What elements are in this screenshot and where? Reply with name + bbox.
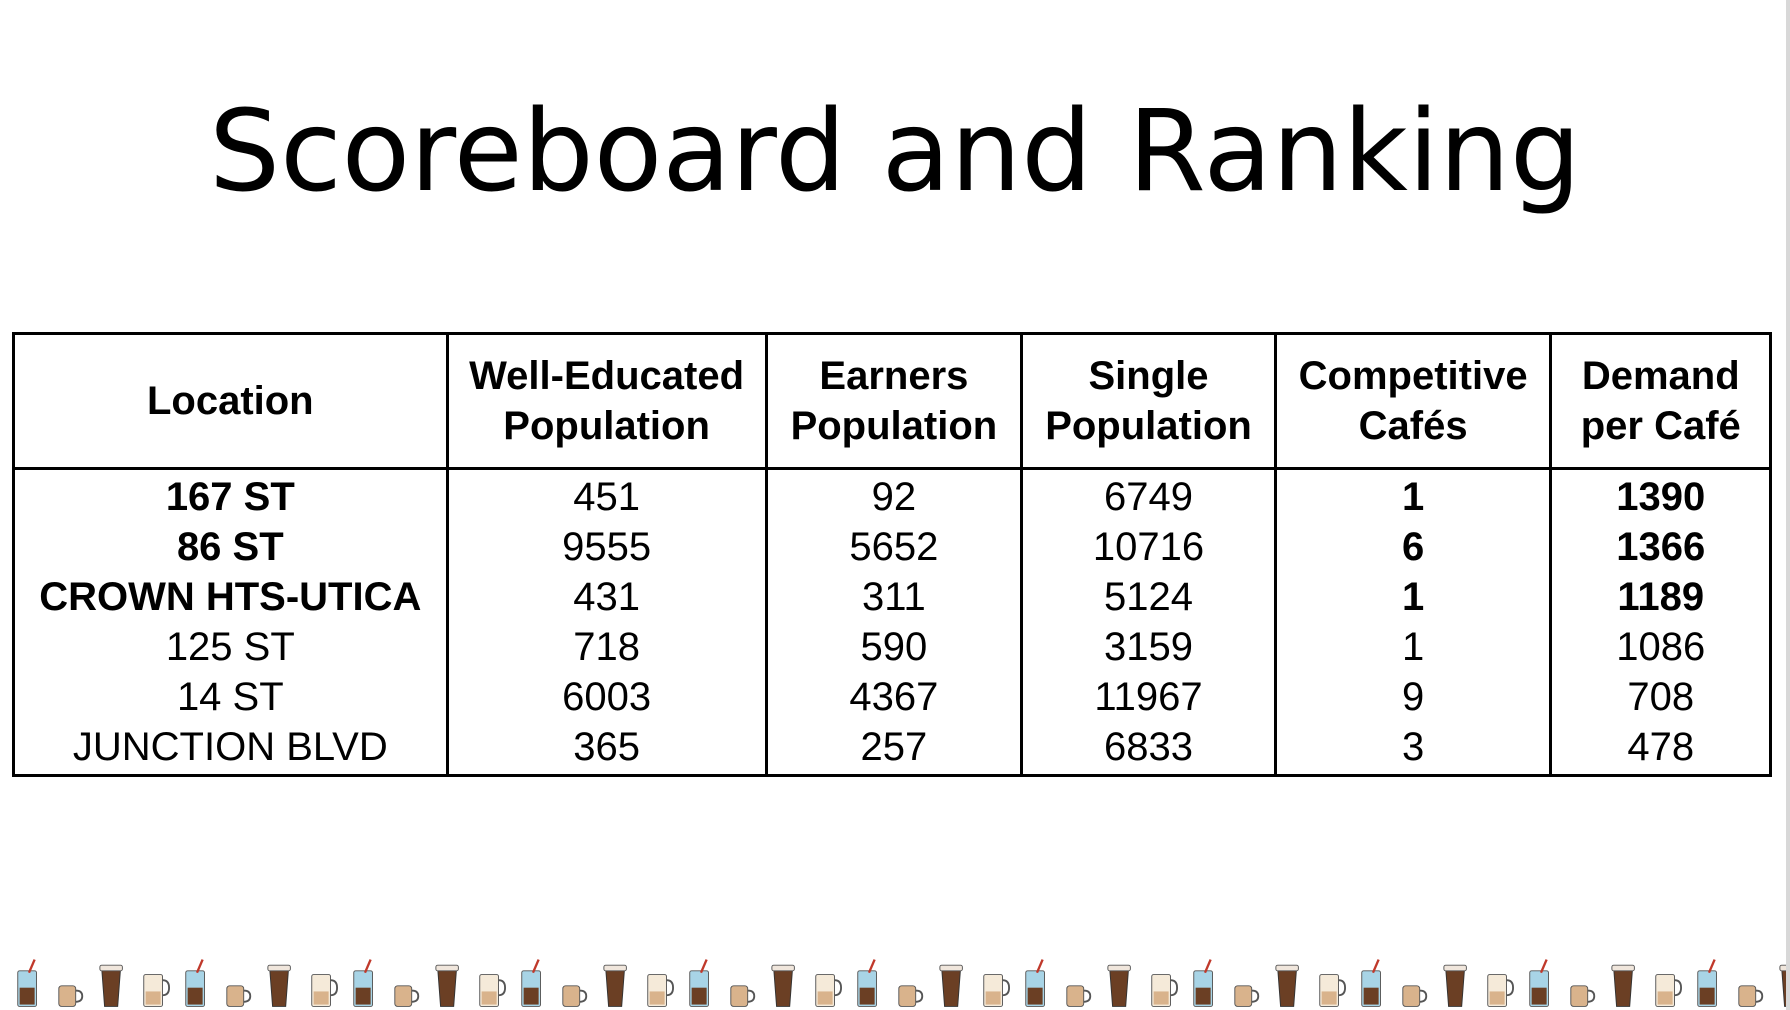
coffee-cup-icon (1570, 985, 1596, 1007)
coffee-cup-icon (647, 974, 674, 1007)
coffee-cup-icon (983, 974, 1010, 1007)
coffee-cup-icon (143, 974, 170, 1007)
coffee-cup-icon (1738, 985, 1764, 1007)
coffee-cup-icon (1107, 964, 1131, 1007)
coffee-cup-icon (1193, 959, 1213, 1007)
cell-earners: 590 (764, 622, 1024, 672)
coffee-cup-icon (99, 964, 123, 1007)
table-row: 167 ST 451 92 6749 1 1390 (12, 468, 1772, 522)
header-earners: Earners Population (764, 332, 1024, 470)
coffee-cup-icon (1066, 985, 1092, 1007)
cell-well-educated: 431 (445, 572, 768, 622)
coffee-cup-icon (1611, 964, 1635, 1007)
slide-edge (1786, 0, 1790, 1010)
table-row: 125 ST 718 590 3159 1 1086 (12, 622, 1772, 672)
coffee-cup-icon (479, 974, 506, 1007)
coffee-cup-icon (185, 959, 205, 1007)
cell-earners: 311 (764, 572, 1024, 622)
scoreboard-table: Location Well-Educated Population Earner… (12, 332, 1772, 777)
table-row: 86 ST 9555 5652 10716 6 1366 (12, 522, 1772, 572)
coffee-cup-icon (353, 959, 373, 1007)
cell-earners: 92 (764, 468, 1024, 522)
coffee-cup-icon (1361, 959, 1381, 1007)
cell-location: 167 ST (12, 468, 449, 522)
coffee-cup-icon (1697, 959, 1717, 1007)
cell-single: 3159 (1020, 622, 1277, 672)
cell-demand: 478 (1549, 722, 1772, 777)
cell-well-educated: 718 (445, 622, 768, 672)
coffee-cup-icon (1025, 959, 1045, 1007)
cell-location: 14 ST (12, 672, 449, 722)
coffee-cup-icon (17, 959, 37, 1007)
cell-cafes: 9 (1273, 672, 1553, 722)
cell-well-educated: 365 (445, 722, 768, 777)
cell-single: 6833 (1020, 722, 1277, 777)
coffee-cup-icon (603, 964, 627, 1007)
header-demand: Demand per Café (1549, 332, 1772, 470)
cell-demand: 1086 (1549, 622, 1772, 672)
coffee-cup-icon (1529, 959, 1549, 1007)
coffee-cup-icon (898, 985, 924, 1007)
coffee-cup-icon (521, 959, 541, 1007)
cell-demand: 708 (1549, 672, 1772, 722)
cell-cafes: 3 (1273, 722, 1553, 777)
cell-cafes: 1 (1273, 572, 1553, 622)
coffee-cup-icon (58, 985, 84, 1007)
header-cafes: Competitive Cafés (1273, 332, 1553, 470)
coffee-cup-icon (1402, 985, 1428, 1007)
header-location: Location (12, 332, 449, 470)
coffee-cup-icon (1443, 964, 1467, 1007)
coffee-cup-icon (1275, 964, 1299, 1007)
cell-cafes: 6 (1273, 522, 1553, 572)
coffee-cup-icon (267, 964, 291, 1007)
coffee-cup-icon (771, 964, 795, 1007)
coffee-cup-icon (1319, 974, 1346, 1007)
coffee-cup-icon (689, 959, 709, 1007)
coffee-cup-icon (394, 985, 420, 1007)
cell-earners: 4367 (764, 672, 1024, 722)
coffee-cup-icon (730, 985, 756, 1007)
cell-single: 5124 (1020, 572, 1277, 622)
cell-demand: 1390 (1549, 468, 1772, 522)
coffee-cup-icon (226, 985, 252, 1007)
cell-location: 125 ST (12, 622, 449, 672)
cell-location: CROWN HTS-UTICA (12, 572, 449, 622)
cell-cafes: 1 (1273, 622, 1553, 672)
header-well-educated: Well-Educated Population (445, 332, 768, 470)
table-row: JUNCTION BLVD 365 257 6833 3 478 (12, 722, 1772, 777)
coffee-cup-icon (857, 959, 877, 1007)
coffee-cup-icon (939, 964, 963, 1007)
coffee-cup-icon (1655, 974, 1682, 1007)
cell-well-educated: 451 (445, 468, 768, 522)
cell-single: 11967 (1020, 672, 1277, 722)
coffee-cup-icon (1779, 964, 1786, 1007)
cell-demand: 1189 (1549, 572, 1772, 622)
cell-cafes: 1 (1273, 468, 1553, 522)
table-row: CROWN HTS-UTICA 431 311 5124 1 1189 (12, 572, 1772, 622)
coffee-cup-icon (311, 974, 338, 1007)
cell-earners: 5652 (764, 522, 1024, 572)
coffee-cup-border (0, 942, 1786, 1010)
table-body: 167 ST 451 92 6749 1 1390 86 ST 9555 5652 10716 6 1… (12, 468, 1772, 777)
table-row: 14 ST 6003 4367 11967 9 708 (12, 672, 1772, 722)
header-single: Single Population (1020, 332, 1277, 470)
cell-location: 86 ST (12, 522, 449, 572)
coffee-cup-icon (1151, 974, 1178, 1007)
coffee-cup-icon (435, 964, 459, 1007)
coffee-cup-icon (1487, 974, 1514, 1007)
cell-well-educated: 6003 (445, 672, 768, 722)
coffee-cup-icon (562, 985, 588, 1007)
cell-well-educated: 9555 (445, 522, 768, 572)
coffee-cup-icon (815, 974, 842, 1007)
slide-title: Scoreboard and Ranking (208, 87, 1582, 217)
cell-single: 10716 (1020, 522, 1277, 572)
table-header-row: Location Well-Educated Population Earner… (12, 332, 1772, 470)
coffee-cup-icon (1234, 985, 1260, 1007)
cell-single: 6749 (1020, 468, 1277, 522)
cell-location: JUNCTION BLVD (12, 722, 449, 777)
cell-demand: 1366 (1549, 522, 1772, 572)
cell-earners: 257 (764, 722, 1024, 777)
